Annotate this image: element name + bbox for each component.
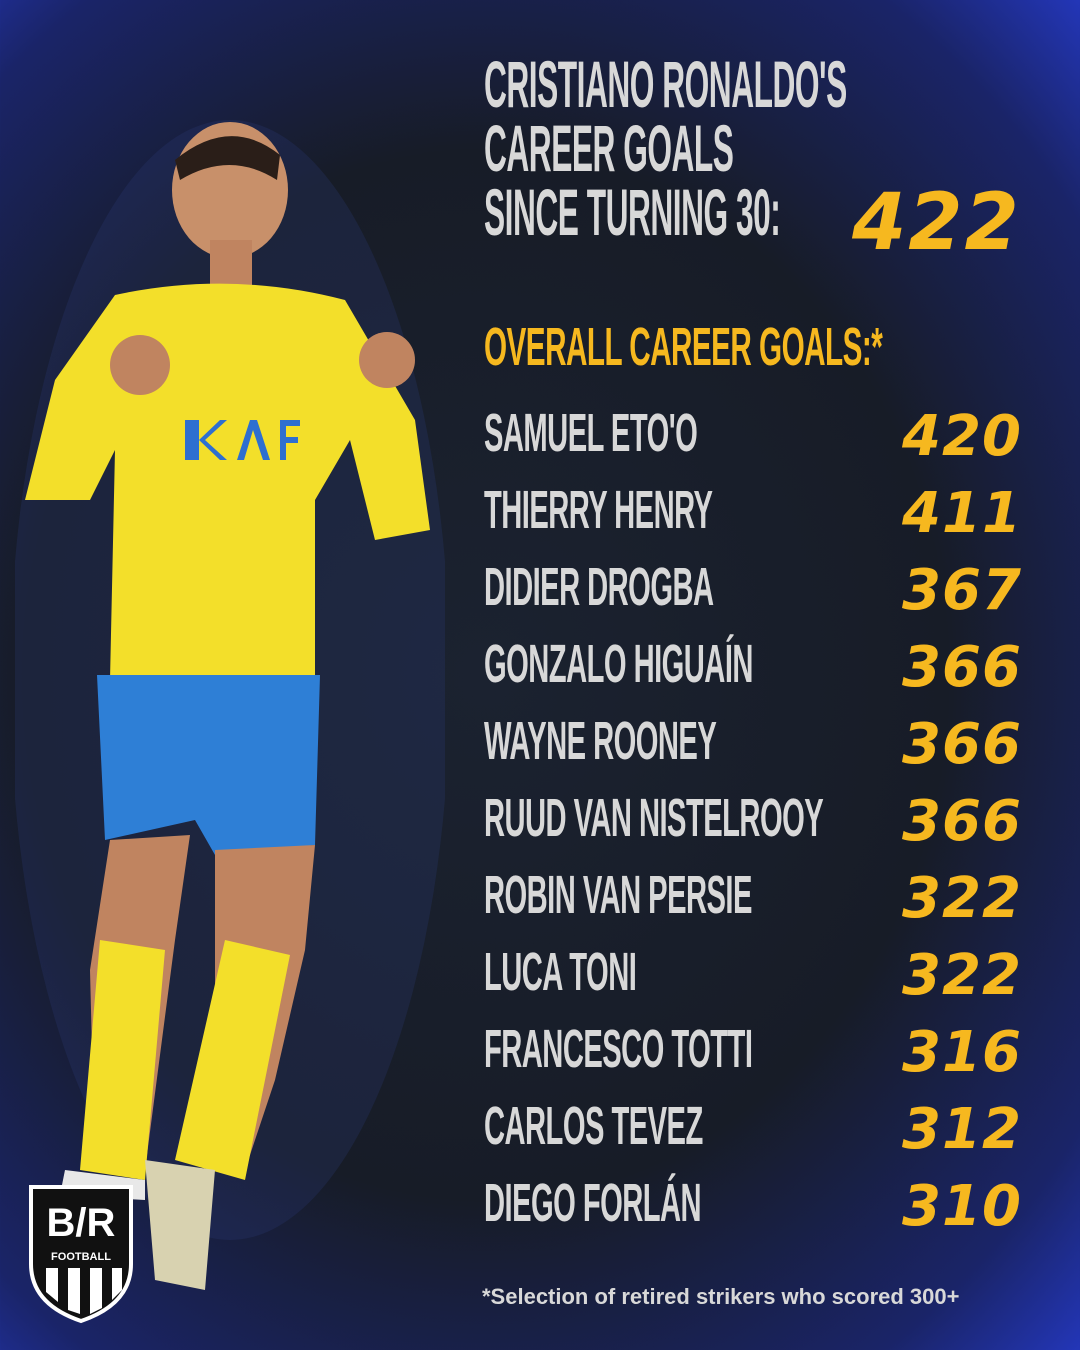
player-goals: 411 <box>902 481 1022 546</box>
player-name: DIEGO FORLÁN <box>484 1173 702 1233</box>
logo-subtext: FOOTBALL <box>51 1251 111 1263</box>
player-row: FRANCESCO TOTTI 316 <box>484 1014 1064 1085</box>
logo-text: B/R <box>47 1201 116 1245</box>
footnote: *Selection of retired strikers who score… <box>482 1284 960 1309</box>
player-name: ROBIN VAN PERSIE <box>484 865 752 925</box>
player-name: FRANCESCO TOTTI <box>484 1019 753 1079</box>
player-row: DIEGO FORLÁN 310 <box>484 1168 1064 1239</box>
headline-line-2: CAREER GOALS <box>484 111 734 185</box>
player-goals: 310 <box>902 1174 1022 1239</box>
player-row: ROBIN VAN PERSIE 322 <box>484 860 1064 931</box>
player-goals: 366 <box>902 789 1022 854</box>
player-row: RUUD VAN NISTELROOY 366 <box>484 783 1064 854</box>
player-row: THIERRY HENRY 411 <box>484 475 1064 546</box>
player-name: WAYNE ROONEY <box>484 711 717 771</box>
subtitle: OVERALL CAREER GOALS:* <box>484 317 883 377</box>
player-goals: 367 <box>902 558 1022 623</box>
player-photo <box>15 120 445 1290</box>
player-row: LUCA TONI 322 <box>484 937 1064 1008</box>
player-name: DIDIER DROGBA <box>484 557 714 617</box>
player-goals: 366 <box>902 712 1022 777</box>
player-name: THIERRY HENRY <box>484 480 713 540</box>
player-row: CARLOS TEVEZ 312 <box>484 1091 1064 1162</box>
player-name: RUUD VAN NISTELROOY <box>484 788 824 848</box>
headline-line-3: SINCE TURNING 30: <box>484 175 781 249</box>
shirt-sponsor-lettering <box>185 420 300 460</box>
player-name: LUCA TONI <box>484 942 637 1002</box>
player-goals: 420 <box>902 404 1022 469</box>
br-football-logo: B/R FOOTBALL <box>29 1185 133 1324</box>
headline: CRISTIANO RONALDO'S CAREER GOALS SINCE T… <box>484 47 1080 249</box>
headline-line-1: CRISTIANO RONALDO'S <box>484 47 847 121</box>
player-row: DIDIER DROGBA 367 <box>484 552 1064 623</box>
player-name: CARLOS TEVEZ <box>484 1096 703 1156</box>
player-name: SAMUEL ETO'O <box>484 403 698 463</box>
player-goals: 316 <box>902 1020 1022 1085</box>
player-row: SAMUEL ETO'O 420 <box>484 398 1064 469</box>
player-row: GONZALO HIGUAÍN 366 <box>484 629 1064 700</box>
player-goals: 366 <box>902 635 1022 700</box>
player-goals: 322 <box>902 943 1022 1008</box>
headline-goals-value: 422 <box>852 178 1021 268</box>
player-goals: 312 <box>902 1097 1022 1162</box>
player-name: GONZALO HIGUAÍN <box>484 634 753 694</box>
player-row: WAYNE ROONEY 366 <box>484 706 1064 777</box>
player-goals: 322 <box>902 866 1022 931</box>
